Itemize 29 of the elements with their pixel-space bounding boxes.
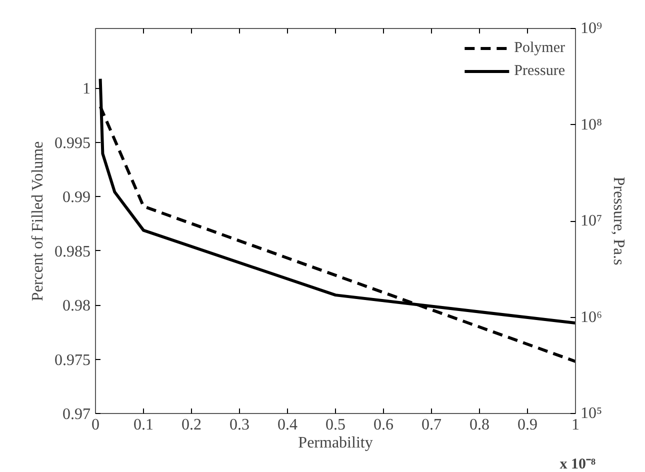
y-tick-label: 0.995 [54,134,90,152]
y-tick-label: 0.97 [62,406,90,423]
text: x 10⁻⁸ [560,456,596,472]
x-tick-label: 0.7 [422,416,442,434]
x-tick-label: 0.1 [134,416,154,434]
y-tick-label: 1 [82,80,90,98]
x-axis-title: Permability [298,434,373,452]
y-tick-label: 0.98 [62,298,90,315]
y2-tick-label: 10⁸ [580,116,602,134]
x-tick-label: 0.8 [470,416,490,434]
x-tick-label: 0.3 [230,416,250,434]
y-tick-label: 0.975 [54,352,90,369]
y2-tick-label: 10⁶ [580,308,602,326]
y-tick-label: 0.99 [62,189,90,206]
x-tick-label: 0.4 [278,416,298,434]
y2-tick-label: 10⁹ [580,20,602,37]
x-tick-label: 0.9 [518,416,538,434]
y-tick-label: 0.985 [54,243,90,260]
y2-tick-label: 10⁵ [580,405,602,422]
x-tick-label: 0.6 [374,416,394,434]
x-tick-label: 0 [92,416,100,434]
x-tick-label: 1 [572,416,580,434]
legend-label: Polymer [514,40,565,56]
y2-axis-title: Pressure, Pa.s [610,176,628,266]
y-axis-title: Percent of Filled Volume [30,141,46,302]
x-tick-label: 0.2 [182,416,202,434]
x-tick-label: 0.5 [326,416,346,434]
y2-tick-label: 10⁷ [580,212,602,230]
legend-label: Pressure [514,62,565,80]
